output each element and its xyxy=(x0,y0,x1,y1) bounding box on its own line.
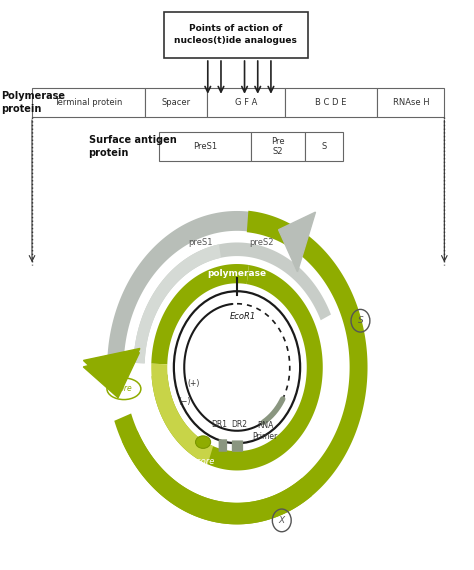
Text: G F A: G F A xyxy=(235,98,257,107)
PathPatch shape xyxy=(151,264,249,364)
Text: preS2: preS2 xyxy=(249,238,274,247)
Text: Points of action of
nucleos(t)ide analogues: Points of action of nucleos(t)ide analog… xyxy=(174,25,297,45)
Text: (−): (−) xyxy=(178,397,191,406)
Text: X: X xyxy=(279,516,285,525)
Text: Pre
S2: Pre S2 xyxy=(271,137,285,156)
Bar xyxy=(305,132,343,161)
Text: (+): (+) xyxy=(187,378,200,388)
Bar xyxy=(146,88,207,117)
Text: DR1: DR1 xyxy=(211,420,227,429)
Text: preS1: preS1 xyxy=(188,238,212,247)
Text: precore: precore xyxy=(182,457,215,466)
Bar xyxy=(159,132,251,161)
Text: Surface antigen
protein: Surface antigen protein xyxy=(89,136,176,158)
Text: Spacer: Spacer xyxy=(162,98,191,107)
Text: polymerase: polymerase xyxy=(208,268,266,278)
Bar xyxy=(164,11,308,58)
Text: B C D E: B C D E xyxy=(315,98,346,107)
Text: DR2: DR2 xyxy=(231,420,247,429)
Text: S: S xyxy=(321,142,327,151)
Text: core: core xyxy=(116,384,132,393)
PathPatch shape xyxy=(133,242,331,363)
FancyBboxPatch shape xyxy=(232,441,243,452)
Text: Terminal protein: Terminal protein xyxy=(55,98,123,107)
Text: S: S xyxy=(357,316,364,325)
PathPatch shape xyxy=(133,245,221,363)
Bar xyxy=(284,88,377,117)
Bar xyxy=(377,88,444,117)
Polygon shape xyxy=(279,212,316,272)
PathPatch shape xyxy=(152,265,323,470)
Text: EcoR1: EcoR1 xyxy=(229,312,256,321)
Text: PreS1: PreS1 xyxy=(193,142,217,151)
PathPatch shape xyxy=(114,413,312,524)
Text: RNAse H: RNAse H xyxy=(392,98,429,107)
Bar xyxy=(207,88,284,117)
PathPatch shape xyxy=(122,211,367,524)
PathPatch shape xyxy=(107,211,264,381)
PathPatch shape xyxy=(151,364,213,464)
Ellipse shape xyxy=(196,436,210,449)
Polygon shape xyxy=(83,348,140,393)
Text: Polymerase
protein: Polymerase protein xyxy=(1,91,65,113)
Text: RNA
Primer: RNA Primer xyxy=(253,421,278,441)
FancyBboxPatch shape xyxy=(219,439,227,452)
Bar xyxy=(251,132,305,161)
Polygon shape xyxy=(83,353,139,398)
Bar xyxy=(32,88,146,117)
